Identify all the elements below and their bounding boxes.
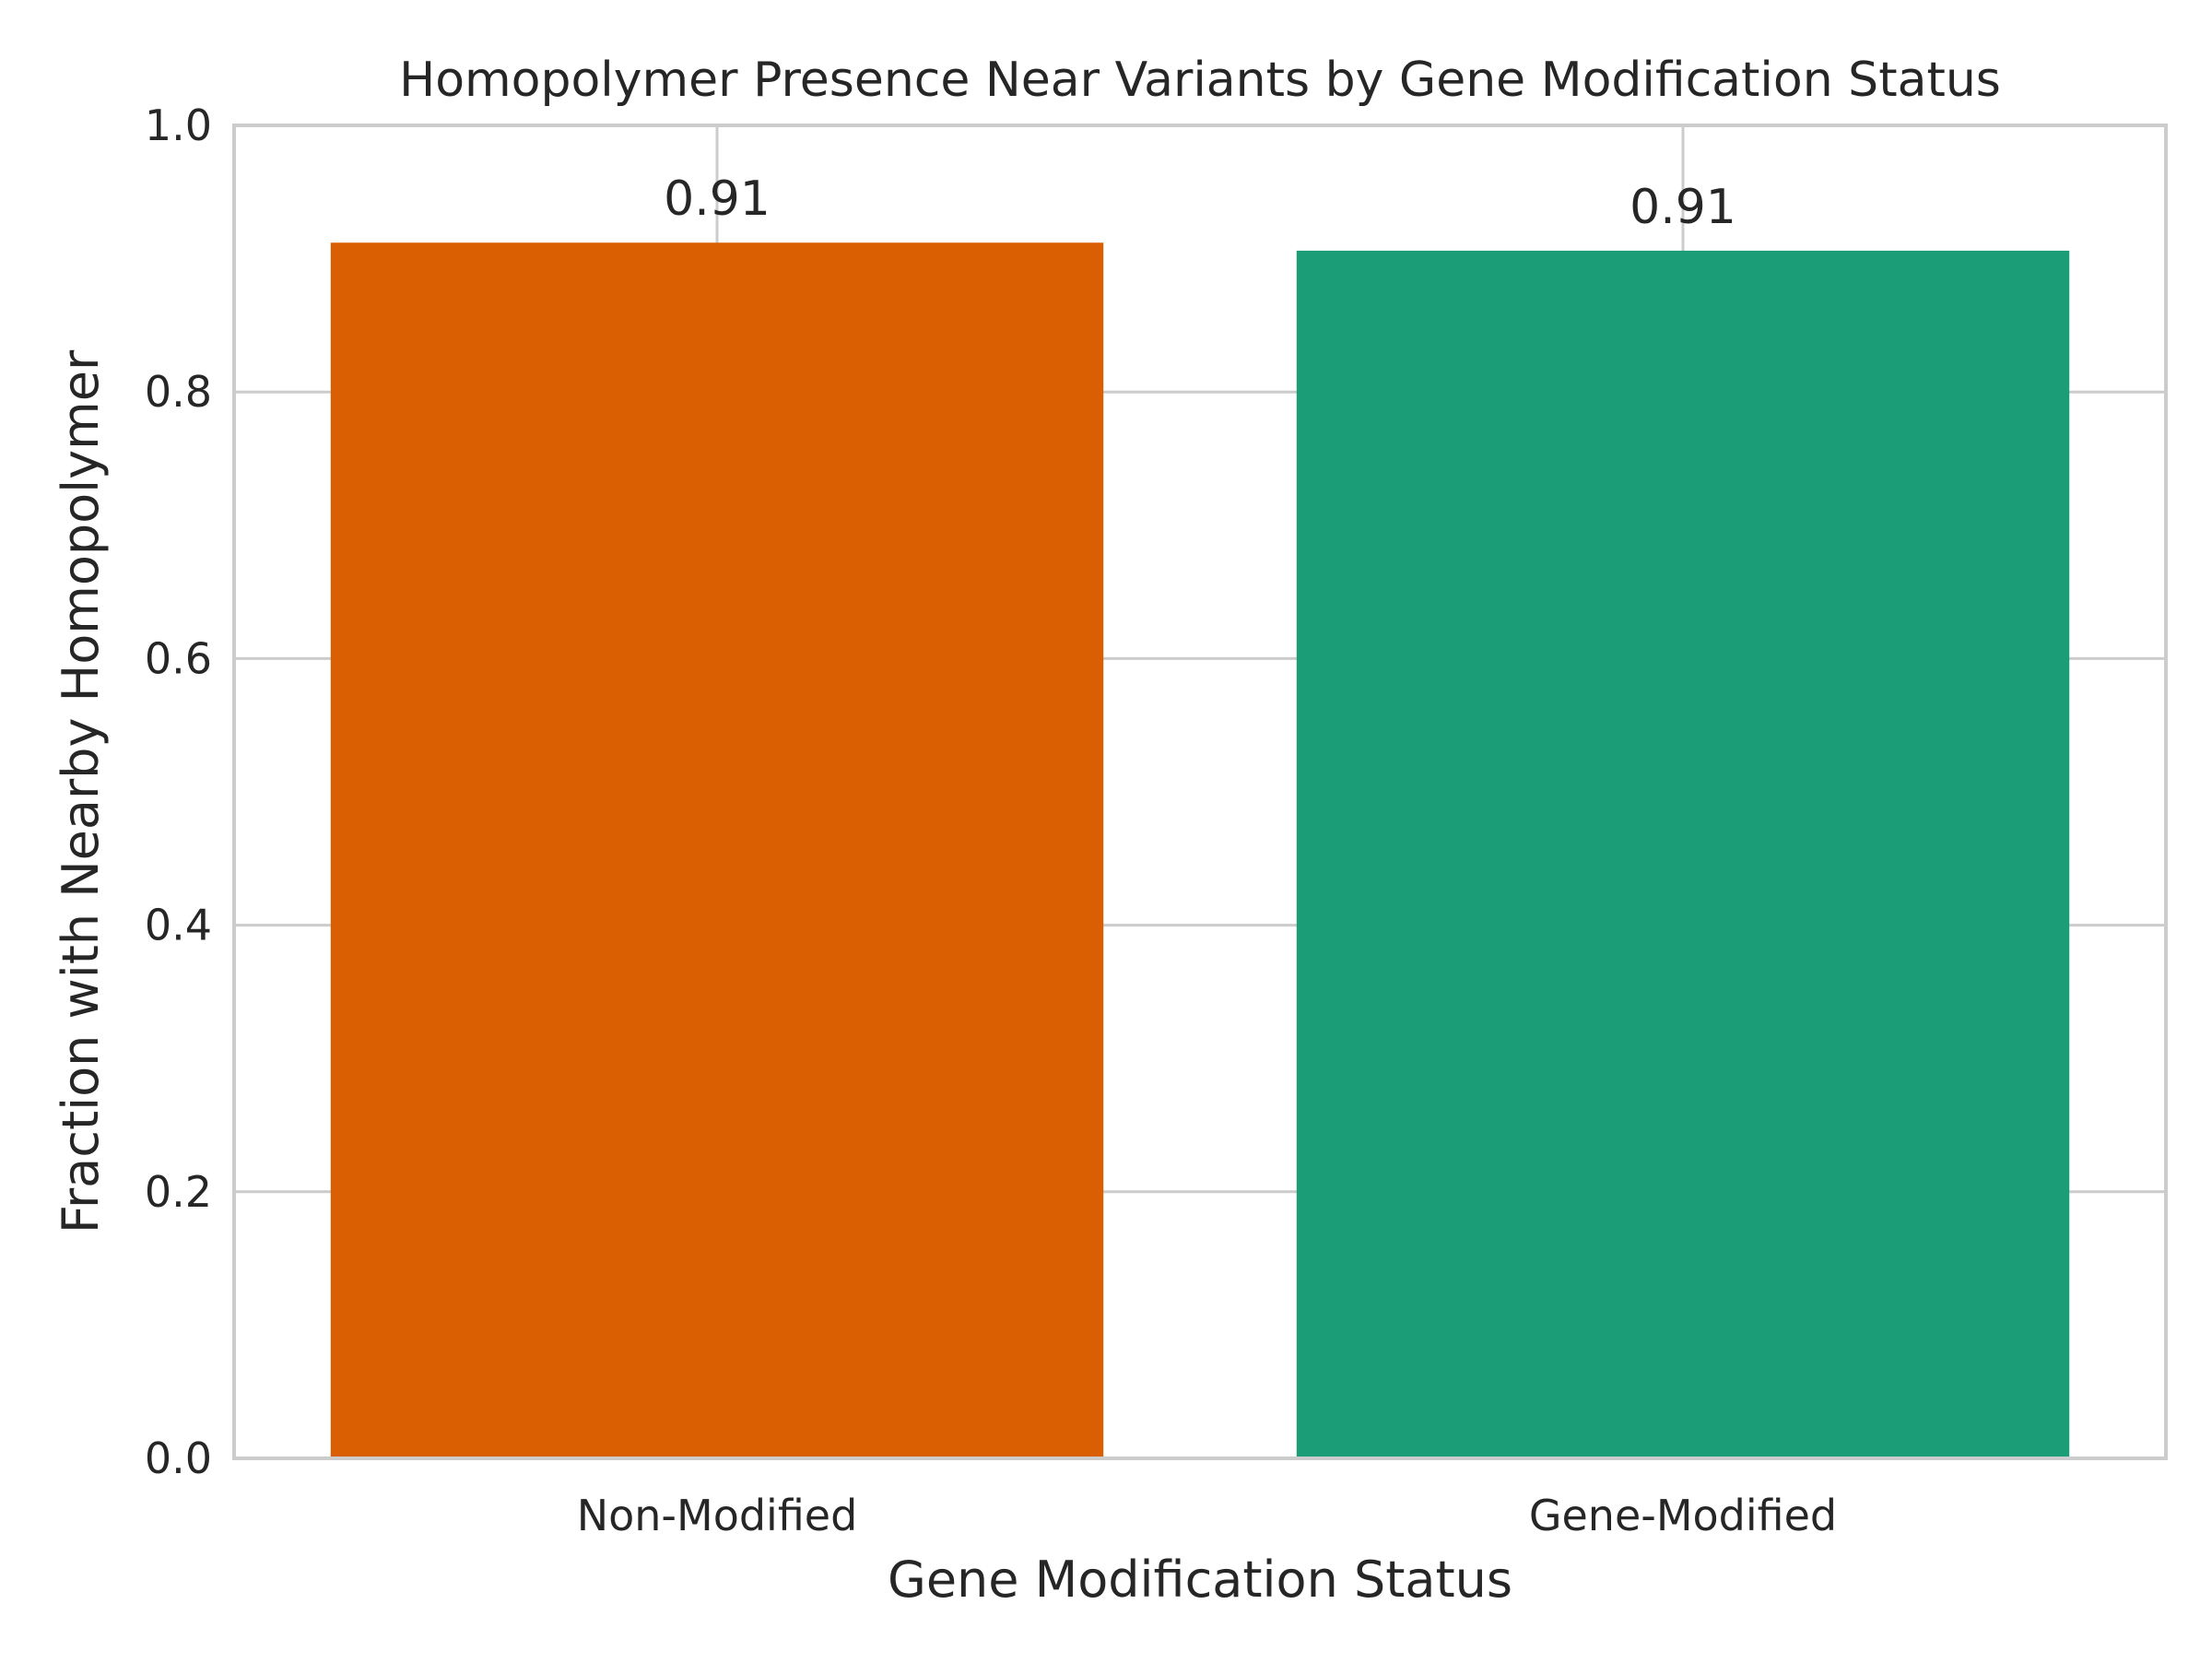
y-tick-label: 0.6: [145, 633, 212, 683]
bar-value-label: 0.91: [664, 171, 771, 227]
y-tick-label: 0.8: [145, 367, 212, 417]
bar-value-labels: 0.91 0.91: [664, 171, 1736, 235]
chart-title: Homopolymer Presence Near Variants by Ge…: [399, 53, 2001, 108]
bar-non-modified: [330, 242, 1104, 1458]
x-tick-label: Non-Modified: [577, 1491, 858, 1540]
y-tick-labels: 0.0 0.2 0.4 0.6 0.8 1.0: [145, 100, 212, 1483]
y-tick-label: 0.4: [145, 901, 212, 950]
x-tick-labels: Non-Modified Gene-Modified: [577, 1491, 1837, 1540]
bar-value-label: 0.91: [1630, 180, 1736, 235]
plot-frame: [232, 124, 2168, 1460]
x-tick-label: Gene-Modified: [1529, 1491, 1837, 1540]
bars: [330, 242, 2070, 1458]
y-tick-label: 0.2: [145, 1167, 212, 1217]
bar-gene-modified: [1296, 250, 2070, 1458]
y-axis-label: Fraction with Nearby Homopolymer: [52, 349, 110, 1233]
x-axis-label: Gene Modification Status: [888, 1551, 1512, 1609]
y-tick-label: 0.0: [145, 1433, 212, 1483]
y-tick-label: 1.0: [145, 100, 212, 150]
